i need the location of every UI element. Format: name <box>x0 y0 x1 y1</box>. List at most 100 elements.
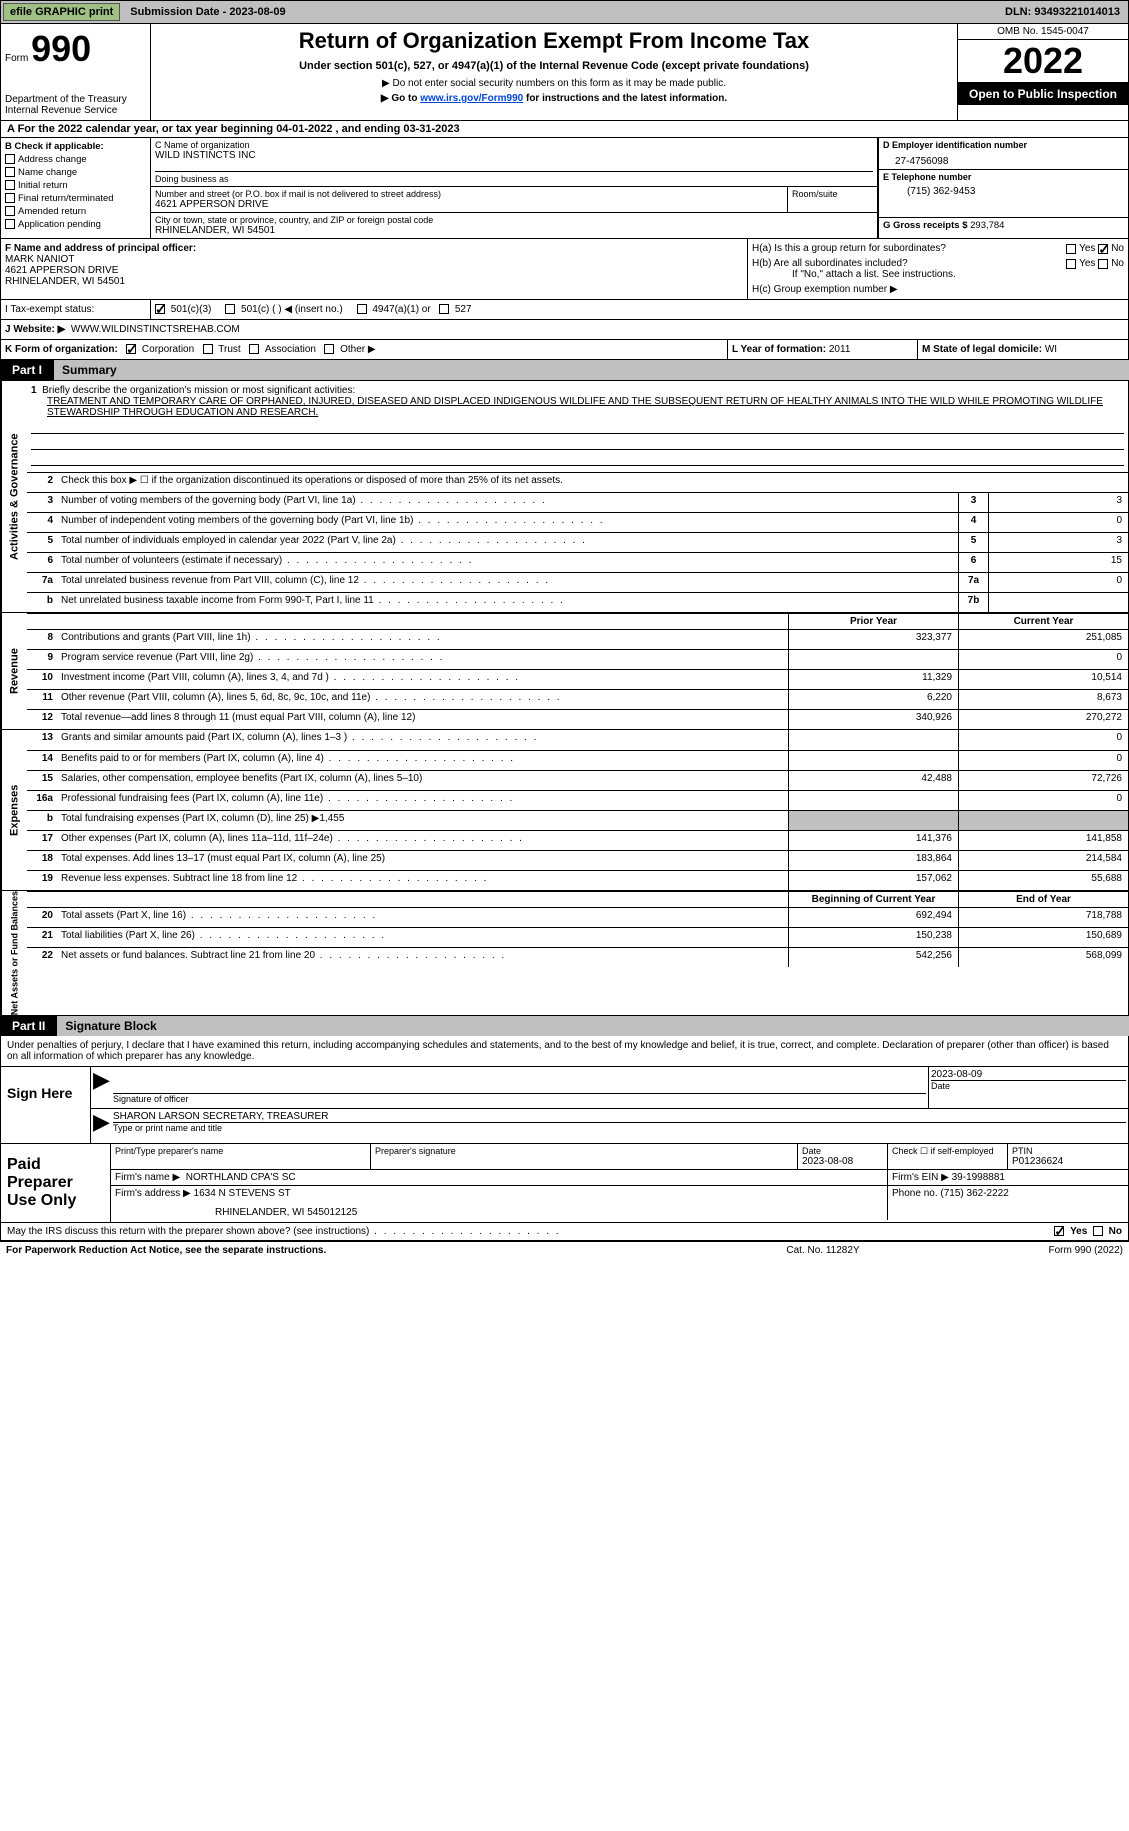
line15-curr: 72,726 <box>958 771 1128 790</box>
part2-title: Signature Block <box>57 1016 1129 1036</box>
line22-prior: 542,256 <box>788 948 958 967</box>
line16b-prior <box>788 811 958 830</box>
section-b: B Check if applicable: Address change Na… <box>1 138 151 238</box>
omb-number: OMB No. 1545-0047 <box>958 24 1128 40</box>
checkbox-final-return[interactable] <box>5 193 15 203</box>
b-final-return: Final return/terminated <box>18 193 114 204</box>
checkbox-discuss-yes[interactable] <box>1054 1226 1064 1236</box>
firm-name-label: Firm's name ▶ <box>115 1172 180 1183</box>
section-h: H(a) Is this a group return for subordin… <box>748 239 1128 299</box>
line3-num: 3 <box>27 493 57 512</box>
line21-num: 21 <box>27 928 57 947</box>
line5-label: Total number of individuals employed in … <box>57 533 958 552</box>
checkbox-hb-no[interactable] <box>1098 259 1108 269</box>
sig-date-label: Date <box>931 1080 1126 1091</box>
line13-label: Grants and similar amounts paid (Part IX… <box>57 730 788 750</box>
part2-header: Part II Signature Block <box>0 1016 1129 1036</box>
checkbox-ha-yes[interactable] <box>1066 244 1076 254</box>
firm-name: NORTHLAND CPA'S SC <box>186 1172 296 1183</box>
line13-curr: 0 <box>958 730 1128 750</box>
page-footer: For Paperwork Reduction Act Notice, see … <box>0 1241 1129 1259</box>
hc-label: H(c) Group exemption number ▶ <box>752 284 1124 295</box>
section-i: I Tax-exempt status: 501(c)(3) 501(c) ( … <box>0 300 1129 320</box>
mission-line-blank1 <box>31 420 1124 434</box>
prep-date-label: Date <box>802 1146 883 1156</box>
line12-curr: 270,272 <box>958 710 1128 729</box>
checkbox-501c[interactable] <box>225 304 235 314</box>
checkbox-hb-yes[interactable] <box>1066 259 1076 269</box>
line10-label: Investment income (Part VIII, column (A)… <box>57 670 788 689</box>
checkbox-application-pending[interactable] <box>5 219 15 229</box>
e-label: E Telephone number <box>883 172 1124 182</box>
checkbox-amended-return[interactable] <box>5 206 15 216</box>
row-a-tax-year: A For the 2022 calendar year, or tax yea… <box>0 121 1129 138</box>
line16b-curr <box>958 811 1128 830</box>
checkbox-name-change[interactable] <box>5 167 15 177</box>
paid-label: Paid Preparer Use Only <box>1 1144 111 1222</box>
line12-num: 12 <box>27 710 57 729</box>
checkbox-4947[interactable] <box>357 304 367 314</box>
hb-yes: Yes <box>1079 258 1095 269</box>
hb-label: H(b) Are all subordinates included? <box>752 258 1066 269</box>
b-amended-return: Amended return <box>18 206 86 217</box>
checkbox-ha-no[interactable] <box>1098 244 1108 254</box>
line16b-num: b <box>27 811 57 830</box>
footer-mid: Cat. No. 11282Y <box>723 1245 923 1256</box>
summary-revenue: Revenue Prior YearCurrent Year 8Contribu… <box>0 613 1129 730</box>
checkbox-assoc[interactable] <box>249 344 259 354</box>
checkbox-other[interactable] <box>324 344 334 354</box>
line7b-v <box>988 593 1128 612</box>
checkbox-trust[interactable] <box>203 344 213 354</box>
line19-num: 19 <box>27 871 57 890</box>
line20-label: Total assets (Part X, line 16) <box>57 908 788 927</box>
line21-prior: 150,238 <box>788 928 958 947</box>
section-j: J Website: ▶ WWW.WILDINSTINCTSREHAB.COM <box>0 320 1129 340</box>
line7b-label: Net unrelated business taxable income fr… <box>57 593 958 612</box>
line5-v: 3 <box>988 533 1128 552</box>
line16a-curr: 0 <box>958 791 1128 810</box>
line7a-n: 7a <box>958 573 988 592</box>
tab-revenue: Revenue <box>1 613 27 729</box>
checkbox-address-change[interactable] <box>5 154 15 164</box>
line10-prior: 11,329 <box>788 670 958 689</box>
checkbox-corp[interactable] <box>126 344 136 354</box>
efile-print-button[interactable]: efile GRAPHIC print <box>3 3 120 21</box>
hdr-current: Current Year <box>958 614 1128 629</box>
checkbox-discuss-no[interactable] <box>1093 1226 1103 1236</box>
ha-label: H(a) Is this a group return for subordin… <box>752 243 1066 254</box>
printtype-label: Print/Type preparer's name <box>115 1146 366 1156</box>
line21-curr: 150,689 <box>958 928 1128 947</box>
printed-name: SHARON LARSON SECRETARY, TREASURER <box>113 1111 1126 1122</box>
summary-activities: Activities & Governance 1 Briefly descri… <box>0 380 1129 613</box>
b-label: B Check if applicable: <box>5 141 146 152</box>
line3-label: Number of voting members of the governin… <box>57 493 958 512</box>
line17-prior: 141,376 <box>788 831 958 850</box>
signature-block: Under penalties of perjury, I declare th… <box>0 1036 1129 1144</box>
officer-city: RHINELANDER, WI 54501 <box>5 276 743 287</box>
k-trust: Trust <box>218 344 240 355</box>
line2-label: Check this box ▶ ☐ if the organization d… <box>57 473 1128 492</box>
mission-line-blank3 <box>31 452 1124 466</box>
firm-ein-label: Firm's EIN ▶ <box>892 1172 949 1183</box>
line19-curr: 55,688 <box>958 871 1128 890</box>
line15-label: Salaries, other compensation, employee b… <box>57 771 788 790</box>
i-label: I Tax-exempt status: <box>1 300 151 319</box>
j-label: J Website: ▶ <box>5 324 65 335</box>
form-number: 990 <box>31 28 91 69</box>
hb-note: If "No," attach a list. See instructions… <box>752 269 1124 280</box>
line18-num: 18 <box>27 851 57 870</box>
bottom-no: No <box>1109 1226 1122 1237</box>
irs-form990-link[interactable]: www.irs.gov/Form990 <box>420 93 523 104</box>
line4-num: 4 <box>27 513 57 532</box>
checkbox-501c3[interactable] <box>155 304 165 314</box>
ein: 27-4756098 <box>883 150 1124 167</box>
k-corp: Corporation <box>142 344 194 355</box>
open-to-public: Open to Public Inspection <box>958 83 1128 105</box>
checkbox-527[interactable] <box>439 304 449 314</box>
line5-num: 5 <box>27 533 57 552</box>
header-right: OMB No. 1545-0047 2022 Open to Public In… <box>958 24 1128 120</box>
checkbox-initial-return[interactable] <box>5 180 15 190</box>
line22-label: Net assets or fund balances. Subtract li… <box>57 948 788 967</box>
city-label: City or town, state or province, country… <box>155 215 873 225</box>
line17-label: Other expenses (Part IX, column (A), lin… <box>57 831 788 850</box>
